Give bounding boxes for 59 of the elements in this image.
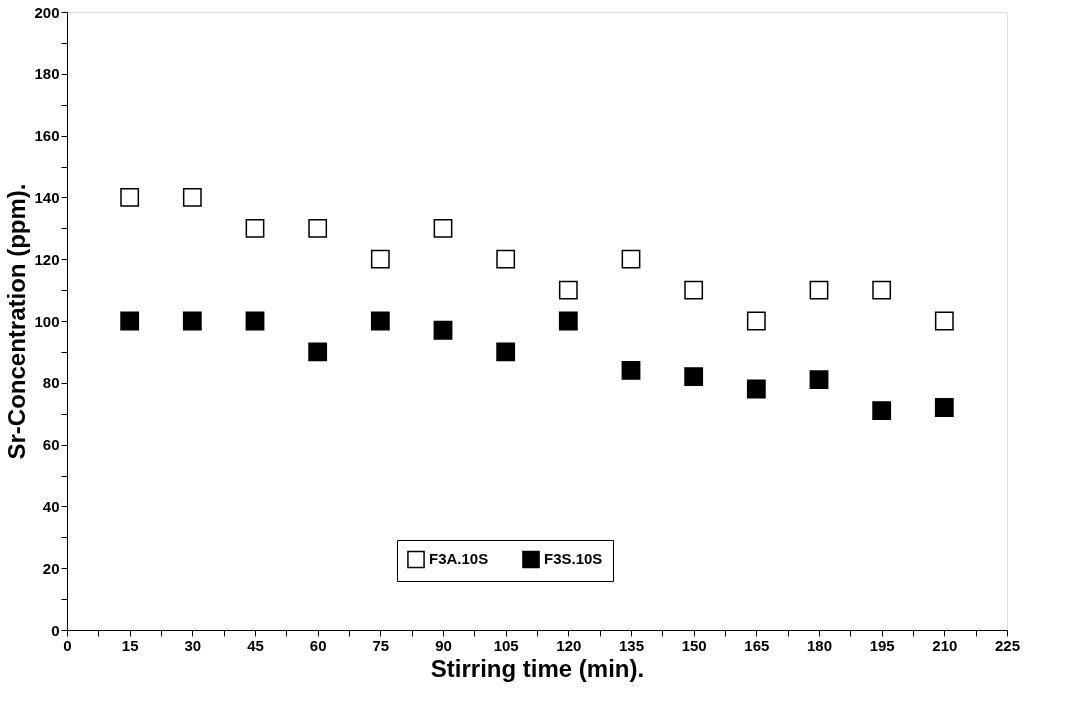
x-tick-label: 45 [247, 636, 264, 654]
point [120, 311, 140, 331]
point [558, 311, 578, 331]
x-tick-label: 180 [806, 636, 833, 654]
y-tick-label: 20 [42, 559, 60, 577]
point [496, 342, 516, 362]
x-tick-label: 60 [309, 636, 327, 654]
x-tick-label: 195 [869, 636, 895, 654]
point [182, 311, 202, 331]
point [746, 311, 766, 331]
point [809, 280, 829, 300]
point [872, 280, 892, 300]
point [370, 311, 390, 331]
point [809, 370, 829, 390]
x-axis-title: Stirring time (min). [430, 654, 645, 682]
x-tick-label: 120 [556, 636, 582, 654]
x-tick-label: 150 [681, 636, 707, 654]
x-tick-label: 105 [493, 636, 519, 654]
point [934, 311, 954, 331]
y-tick-label: 180 [34, 65, 60, 83]
x-tick-label: 135 [618, 636, 645, 654]
x-tick-label: 15 [121, 636, 139, 654]
point [684, 280, 704, 300]
x-tick-label: 210 [932, 636, 958, 654]
legend-label: F3A.10S [429, 550, 489, 568]
point [746, 379, 766, 399]
legend-label: F3S.10S [544, 550, 603, 568]
x-tick-label: 165 [744, 636, 770, 654]
point [182, 187, 202, 207]
point [433, 320, 453, 340]
y-axis-title: Sr-Concentration (ppm). [3, 183, 31, 460]
point [308, 342, 328, 362]
y-tick-label: 200 [34, 3, 60, 21]
point [621, 249, 641, 269]
point [872, 401, 892, 421]
y-tick-label: 0 [51, 621, 60, 639]
point [308, 218, 328, 238]
y-tick-label: 120 [34, 250, 60, 268]
point [245, 311, 265, 331]
point [621, 361, 641, 380]
point [934, 398, 954, 417]
x-tick-label: 90 [435, 636, 452, 654]
x-tick-label: 0 [63, 636, 72, 654]
point [558, 280, 578, 300]
y-tick-label: 60 [42, 436, 60, 454]
point [433, 218, 453, 238]
x-tick-label: 75 [372, 636, 390, 654]
x-tick-label: 225 [994, 636, 1021, 654]
x-tick-label: 30 [184, 636, 202, 654]
point [684, 367, 704, 387]
y-tick-label: 140 [34, 188, 60, 206]
y-tick-label: 100 [34, 312, 60, 330]
point [120, 187, 140, 207]
y-tick-label: 40 [42, 497, 60, 515]
y-tick-label: 160 [34, 127, 60, 145]
point [496, 249, 516, 269]
point [245, 218, 265, 238]
point [370, 249, 390, 269]
y-tick-label: 80 [42, 374, 60, 392]
